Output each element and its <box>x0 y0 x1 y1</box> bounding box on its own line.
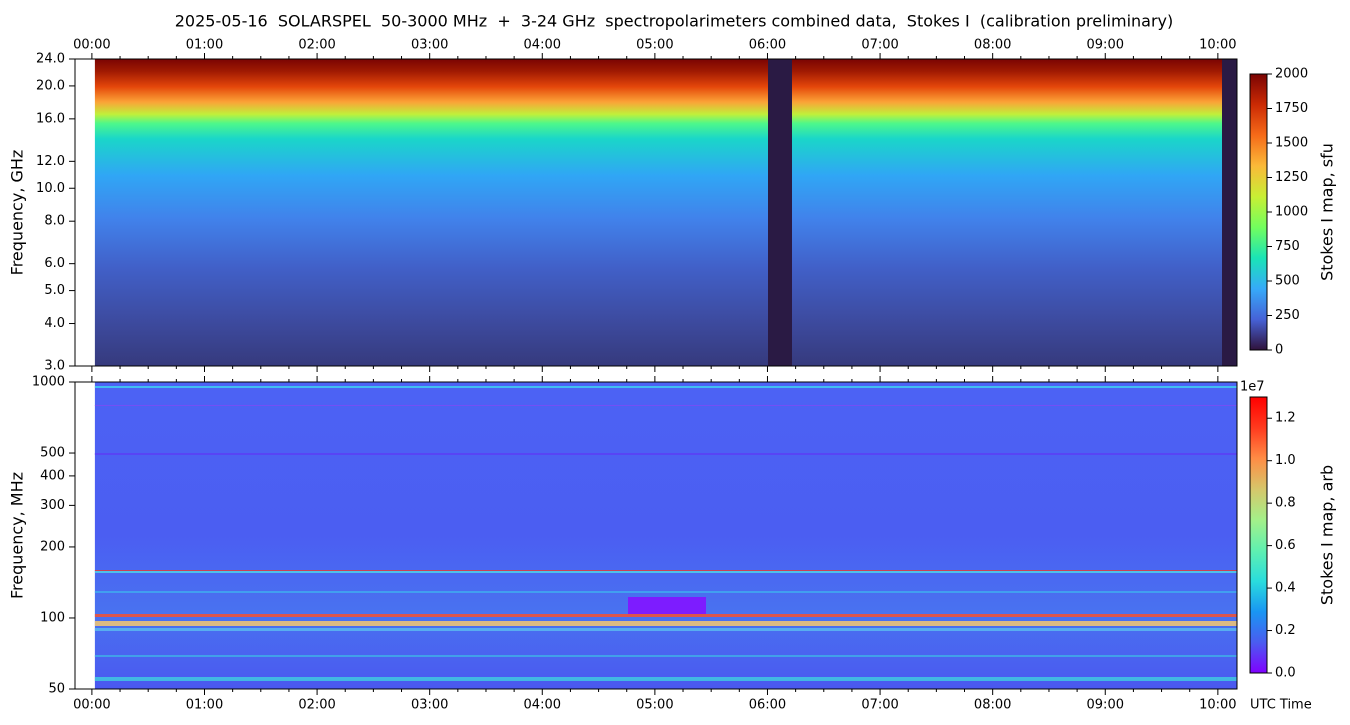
x-tick-label: 03:00 <box>411 698 448 713</box>
x-tick-label: 02:00 <box>298 698 335 713</box>
x-tick-label: 03:00 <box>411 38 448 53</box>
band <box>94 614 1238 617</box>
band <box>94 405 1238 406</box>
colorbar-tick-label: 0.6 <box>1275 538 1296 553</box>
colorbar-tick-label: 1250 <box>1275 170 1308 185</box>
y-tick-label: 12.0 <box>36 154 65 169</box>
band <box>94 571 1238 573</box>
x-tick-label: 08:00 <box>974 698 1011 713</box>
x-tick-label: 08:00 <box>974 38 1011 53</box>
band <box>94 655 1238 657</box>
y-tick-label: 300 <box>40 498 65 513</box>
colorbar-tick-label: 0.2 <box>1275 623 1296 638</box>
colorbar-tick-label: 0.4 <box>1275 581 1296 596</box>
y-tick-label: 50 <box>48 682 65 697</box>
x-tick-label: 06:00 <box>749 698 786 713</box>
x-axis-label: UTC Time <box>1250 698 1312 713</box>
axes-frame <box>74 381 1238 690</box>
image-bg <box>94 382 1238 689</box>
x-tick-label: 09:00 <box>1087 38 1124 53</box>
x-tick-label: 07:00 <box>861 38 898 53</box>
x-tick-label: 01:00 <box>186 698 223 713</box>
x-tick-label: 07:00 <box>861 698 898 713</box>
colorbar-tick-label: 500 <box>1275 274 1300 289</box>
y-tick-label: 1000 <box>32 375 65 390</box>
band <box>94 453 1238 455</box>
y-axis-label: Frequency, GHz <box>8 150 27 276</box>
band <box>94 677 1238 681</box>
y-tick-label: 6.0 <box>44 256 65 271</box>
x-tick-label: 10:00 <box>1199 698 1236 713</box>
y-tick-label: 10.0 <box>36 181 65 196</box>
colorbar-offset: 1e7 <box>1240 380 1265 395</box>
colorbar <box>1249 73 1268 351</box>
colorbar-label: Stokes I map, sfu <box>1318 143 1337 281</box>
colorbar-tick-label: 1500 <box>1275 136 1308 151</box>
x-tick-label: 00:00 <box>73 698 110 713</box>
chart-title: 2025-05-16 SOLARSPEL 50-3000 MHz + 3-24 … <box>175 12 1174 31</box>
colorbar-tick-label: 2000 <box>1275 67 1308 82</box>
y-tick-label: 400 <box>40 468 65 483</box>
x-tick-label: 05:00 <box>636 698 673 713</box>
y-tick-label: 5.0 <box>44 283 65 298</box>
colorbar-tick-label: 750 <box>1275 239 1300 254</box>
colorbar <box>1249 396 1268 674</box>
colorbar-tick-label: 0.8 <box>1275 496 1296 511</box>
y-tick-label: 16.0 <box>36 111 65 126</box>
y-tick-label: 200 <box>40 539 65 554</box>
x-tick-label: 06:00 <box>749 38 786 53</box>
colorbar-label: Stokes I map, arb <box>1318 465 1337 605</box>
y-tick-label: 8.0 <box>44 214 65 229</box>
x-tick-label: 02:00 <box>298 38 335 53</box>
y-tick-label: 4.0 <box>44 316 65 331</box>
image-bg <box>94 59 1238 366</box>
band <box>94 591 1238 593</box>
axes-frame <box>74 58 1238 367</box>
data-gap <box>768 59 792 366</box>
band <box>94 628 1238 631</box>
colorbar-tick-label: 1000 <box>1275 205 1308 220</box>
band <box>94 386 1238 388</box>
x-tick-label: 04:00 <box>524 38 561 53</box>
y-tick-label: 500 <box>40 446 65 461</box>
x-tick-label: 09:00 <box>1087 698 1124 713</box>
colorbar-tick-label: 1.2 <box>1275 411 1296 426</box>
data-gap <box>1222 59 1237 366</box>
colorbar-tick-label: 1750 <box>1275 101 1308 116</box>
band <box>94 570 1238 571</box>
y-tick-label: 24.0 <box>36 52 65 67</box>
x-tick-label: 10:00 <box>1199 38 1236 53</box>
y-tick-label: 100 <box>40 610 65 625</box>
colorbar-tick-label: 0 <box>1275 343 1283 358</box>
colorbar-tick-label: 250 <box>1275 308 1300 323</box>
spectrogram-image <box>94 59 1238 689</box>
y-axis-label: Frequency, MHz <box>8 472 27 599</box>
x-tick-label: 00:00 <box>73 38 110 53</box>
y-tick-label: 20.0 <box>36 78 65 93</box>
colorbar-tick-label: 0.0 <box>1275 666 1296 681</box>
band <box>628 597 706 614</box>
colorbar-tick-label: 1.0 <box>1275 453 1296 468</box>
band <box>94 621 1238 626</box>
x-tick-label: 01:00 <box>186 38 223 53</box>
x-tick-label: 04:00 <box>524 698 561 713</box>
y-tick-label: 3.0 <box>44 359 65 374</box>
x-tick-label: 05:00 <box>636 38 673 53</box>
